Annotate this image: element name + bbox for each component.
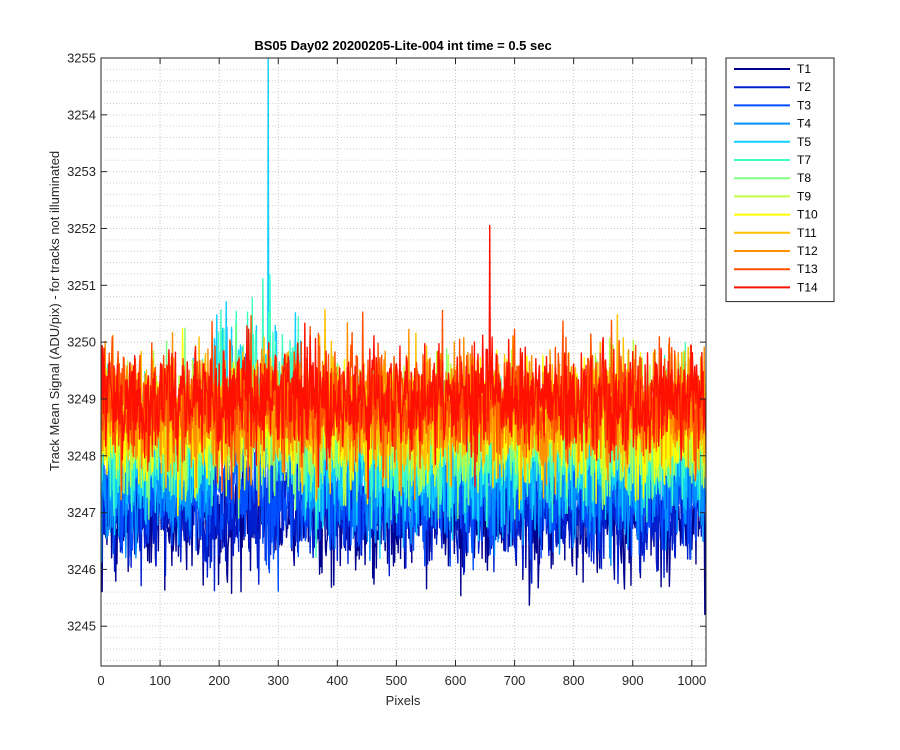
x-tick-label: 400 <box>326 673 348 688</box>
x-axis-label: Pixels <box>386 693 421 708</box>
legend-label-t8: T8 <box>797 171 811 185</box>
y-tick-label: 3245 <box>67 619 96 634</box>
legend-label-t3: T3 <box>797 98 811 112</box>
legend-label-t10: T10 <box>797 208 818 222</box>
legend-label-t12: T12 <box>797 244 818 258</box>
y-tick-label: 3250 <box>67 335 96 350</box>
legend-box <box>725 57 835 303</box>
x-tick-label: 1000 <box>677 673 706 688</box>
x-tick-label: 700 <box>504 673 526 688</box>
x-tick-label: 600 <box>445 673 467 688</box>
legend-label-t9: T9 <box>797 189 811 203</box>
y-tick-label: 3253 <box>67 164 96 179</box>
y-tick-label: 3255 <box>67 51 96 66</box>
x-tick-label: 100 <box>149 673 171 688</box>
y-tick-label: 3247 <box>67 505 96 520</box>
y-tick-label: 3252 <box>67 221 96 236</box>
legend-label-t13: T13 <box>797 262 818 276</box>
x-tick-label: 300 <box>267 673 289 688</box>
y-tick-label: 3254 <box>67 107 96 122</box>
y-axis-label: Track Mean Signal (ADU/pix) - for tracks… <box>47 151 62 471</box>
y-tick-label: 3249 <box>67 391 96 406</box>
legend-label-t11: T11 <box>797 226 817 240</box>
ticks: 0 100 200 300 400 500 600 700 800 900 1000 3245 3246… <box>67 51 706 689</box>
x-tick-label: 200 <box>208 673 230 688</box>
legend: T1 T2 T3 T4 T5 T7 T8 T9 T10 T11 T12 T13 T14 <box>725 57 835 303</box>
x-tick-label: 800 <box>563 673 585 688</box>
legend-label-t1: T1 <box>797 62 811 76</box>
plot-layer: 0 100 200 300 400 500 600 700 800 900 1000 3245 3246… <box>67 51 707 689</box>
axes-box <box>100 57 707 667</box>
legend-label-t5: T5 <box>797 135 811 149</box>
x-tick-label: 900 <box>622 673 644 688</box>
y-tick-label: 3246 <box>67 562 96 577</box>
chart-title: BS05 Day02 20200205-Lite-004 int time = … <box>254 38 551 53</box>
y-tick-label: 3251 <box>67 278 96 293</box>
legend-label-t14: T14 <box>797 280 818 294</box>
series-line-t14 <box>101 224 706 500</box>
legend-label-t7: T7 <box>797 153 811 167</box>
legend-label-t4: T4 <box>797 117 811 131</box>
y-tick-label: 3248 <box>67 448 96 463</box>
x-tick-label: 500 <box>386 673 408 688</box>
x-tick-label: 0 <box>97 673 104 688</box>
legend-label-t2: T2 <box>797 80 811 94</box>
series-lines <box>101 58 706 616</box>
